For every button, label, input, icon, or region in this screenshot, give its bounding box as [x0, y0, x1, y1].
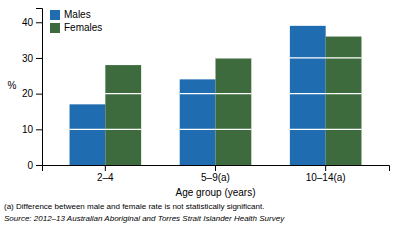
grid-line	[290, 129, 326, 130]
x-tick-label: 10–14(a)	[306, 172, 346, 183]
y-tick-label: 0	[27, 160, 33, 171]
x-axis-title: Age group (years)	[175, 187, 255, 198]
legend-item: Females	[50, 22, 102, 33]
y-tick-mark	[36, 22, 42, 23]
legend-swatch	[50, 10, 60, 20]
grid-line	[70, 129, 106, 130]
y-tick-mark	[36, 58, 42, 59]
x-tick-mark	[215, 165, 216, 171]
grid-line	[180, 93, 216, 94]
x-tick: 10–14(a)	[306, 165, 346, 183]
y-tick-label: 30	[22, 53, 34, 64]
plot: 0 10 20 30 40 2–4 5–9(a) 10–14(a)% Age group (ye…	[8, 9, 390, 199]
x-tick-label: 5–9(a)	[201, 172, 230, 183]
grid-line	[326, 57, 362, 58]
x-tick: 2–4	[97, 165, 114, 183]
bar	[326, 37, 362, 165]
x-tick-mark	[105, 165, 106, 171]
x-tick-label: 2–4	[97, 172, 114, 183]
x-tick: 5–9(a)	[201, 165, 230, 183]
grid-line	[326, 129, 362, 130]
bar	[216, 58, 252, 165]
chart: 0 10 20 30 40 2–4 5–9(a) 10–14(a)% Age group (ye…	[0, 0, 397, 227]
footnote: (a) Difference between male and female r…	[4, 202, 264, 211]
x-tick-mark	[325, 165, 326, 171]
grid-line	[290, 93, 326, 94]
y-tick-label: 10	[22, 124, 34, 135]
y-axis-title: %	[8, 80, 17, 91]
grid-line	[216, 129, 252, 130]
y-tick-label: 20	[22, 88, 34, 99]
y-tick: 20	[22, 88, 42, 99]
y-axis: 0 10 20 30 40	[22, 9, 43, 171]
grid-line	[180, 129, 216, 130]
y-tick-mark	[36, 129, 42, 130]
y-tick-mark	[36, 165, 42, 166]
y-tick: 0	[27, 160, 42, 171]
grid-line	[290, 57, 326, 58]
legend-item: Males	[50, 9, 91, 20]
y-tick-label: 40	[22, 17, 34, 28]
legend: Males Females	[50, 9, 102, 33]
y-tick: 40	[22, 17, 42, 28]
y-tick-mark	[36, 94, 42, 95]
x-axis-line	[43, 166, 390, 172]
legend-swatch	[50, 23, 60, 33]
bar	[180, 79, 216, 165]
legend-label: Females	[64, 22, 102, 33]
grid-line	[326, 93, 362, 94]
bar	[70, 104, 106, 165]
x-axis: 2–4 5–9(a) 10–14(a)	[43, 165, 390, 183]
bar	[290, 26, 326, 165]
bars	[70, 26, 362, 165]
y-axis-line	[36, 9, 43, 166]
legend-label: Males	[64, 9, 91, 20]
grid-line	[105, 93, 141, 94]
y-tick: 30	[22, 53, 42, 64]
grid-line	[216, 57, 252, 58]
grid-line	[105, 129, 141, 130]
y-tick: 10	[22, 124, 42, 135]
bar	[105, 65, 141, 165]
footnote: Source: 2012–13 Australian Aboriginal an…	[4, 214, 285, 223]
grid-line	[216, 93, 252, 94]
